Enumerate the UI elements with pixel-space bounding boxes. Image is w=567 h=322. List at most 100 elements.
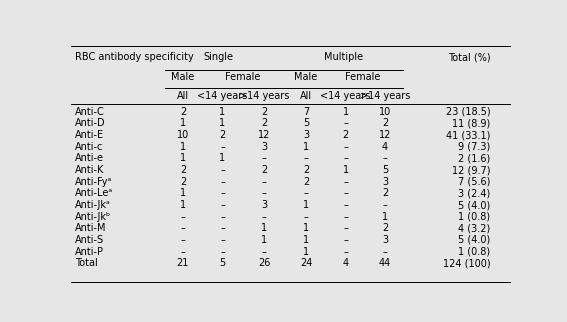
Text: 2: 2	[303, 165, 309, 175]
Text: –: –	[343, 247, 348, 257]
Text: 3: 3	[303, 130, 309, 140]
Text: –: –	[343, 200, 348, 210]
Text: 21: 21	[177, 258, 189, 268]
Text: 5 (4.0): 5 (4.0)	[458, 200, 490, 210]
Text: 2: 2	[180, 177, 186, 187]
Text: 2: 2	[261, 118, 268, 128]
Text: Female: Female	[225, 72, 260, 82]
Text: 1: 1	[303, 223, 309, 233]
Text: 3 (2.4): 3 (2.4)	[458, 188, 490, 198]
Text: –: –	[220, 142, 225, 152]
Text: 2: 2	[261, 165, 268, 175]
Text: 1: 1	[180, 200, 186, 210]
Text: 1: 1	[303, 142, 309, 152]
Text: 2: 2	[180, 107, 186, 117]
Text: 41 (33.1): 41 (33.1)	[446, 130, 490, 140]
Text: 12 (9.7): 12 (9.7)	[452, 165, 490, 175]
Text: Male: Male	[294, 72, 318, 82]
Text: 1: 1	[261, 235, 267, 245]
Text: 2: 2	[219, 130, 226, 140]
Text: –: –	[262, 177, 266, 187]
Text: 44: 44	[379, 258, 391, 268]
Text: 1: 1	[382, 212, 388, 222]
Text: –: –	[220, 212, 225, 222]
Text: 1: 1	[180, 153, 186, 163]
Text: 7: 7	[303, 107, 309, 117]
Text: 3: 3	[382, 177, 388, 187]
Text: 124 (100): 124 (100)	[443, 258, 490, 268]
Text: 1: 1	[342, 165, 349, 175]
Text: Total: Total	[75, 258, 98, 268]
Text: 10: 10	[177, 130, 189, 140]
Text: 1: 1	[219, 118, 226, 128]
Text: –: –	[343, 235, 348, 245]
Text: –: –	[383, 247, 387, 257]
Text: Total (%): Total (%)	[448, 52, 490, 62]
Text: <14 years: <14 years	[197, 91, 248, 101]
Text: –: –	[262, 153, 266, 163]
Text: 12: 12	[379, 130, 391, 140]
Text: –: –	[220, 200, 225, 210]
Text: –: –	[262, 247, 266, 257]
Text: Anti-S: Anti-S	[75, 235, 104, 245]
Text: –: –	[220, 177, 225, 187]
Text: 10: 10	[379, 107, 391, 117]
Text: –: –	[180, 212, 185, 222]
Text: 24: 24	[300, 258, 312, 268]
Text: –: –	[303, 153, 308, 163]
Text: Anti-c: Anti-c	[75, 142, 104, 152]
Text: 1: 1	[219, 153, 226, 163]
Text: Anti-M: Anti-M	[75, 223, 107, 233]
Text: –: –	[343, 118, 348, 128]
Text: 1 (0.8): 1 (0.8)	[458, 212, 490, 222]
Text: –: –	[220, 235, 225, 245]
Text: –: –	[262, 188, 266, 198]
Text: <14 years: <14 years	[320, 91, 371, 101]
Text: Single: Single	[203, 52, 233, 62]
Text: 3: 3	[382, 235, 388, 245]
Text: Anti-Jkᵇ: Anti-Jkᵇ	[75, 212, 111, 222]
Text: –: –	[262, 212, 266, 222]
Text: –: –	[383, 153, 387, 163]
Text: 1: 1	[303, 235, 309, 245]
Text: Female: Female	[345, 72, 381, 82]
Text: 5 (4.0): 5 (4.0)	[458, 235, 490, 245]
Text: Anti-Jkᵃ: Anti-Jkᵃ	[75, 200, 111, 210]
Text: 2 (1.6): 2 (1.6)	[458, 153, 490, 163]
Text: –: –	[343, 223, 348, 233]
Text: 11 (8.9): 11 (8.9)	[452, 118, 490, 128]
Text: 2: 2	[180, 165, 186, 175]
Text: 5: 5	[219, 258, 226, 268]
Text: –: –	[343, 142, 348, 152]
Text: Male: Male	[171, 72, 194, 82]
Text: 9 (7.3): 9 (7.3)	[458, 142, 490, 152]
Text: –: –	[220, 165, 225, 175]
Text: 1: 1	[180, 188, 186, 198]
Text: –: –	[383, 200, 387, 210]
Text: >14 years: >14 years	[360, 91, 411, 101]
Text: 1: 1	[303, 247, 309, 257]
Text: 1: 1	[180, 142, 186, 152]
Text: Anti-e: Anti-e	[75, 153, 104, 163]
Text: 1: 1	[261, 223, 267, 233]
Text: –: –	[343, 212, 348, 222]
Text: All: All	[177, 91, 189, 101]
Text: –: –	[220, 188, 225, 198]
Text: 1 (0.8): 1 (0.8)	[458, 247, 490, 257]
Text: 2: 2	[303, 177, 309, 187]
Text: Anti-D: Anti-D	[75, 118, 106, 128]
Text: –: –	[180, 247, 185, 257]
Text: 1: 1	[180, 118, 186, 128]
Text: –: –	[303, 188, 308, 198]
Text: 2: 2	[382, 188, 388, 198]
Text: Anti-C: Anti-C	[75, 107, 105, 117]
Text: 3: 3	[261, 142, 267, 152]
Text: 1: 1	[303, 200, 309, 210]
Text: –: –	[180, 223, 185, 233]
Text: –: –	[220, 223, 225, 233]
Text: Anti-Leᵃ: Anti-Leᵃ	[75, 188, 113, 198]
Text: Anti-Fyᵃ: Anti-Fyᵃ	[75, 177, 112, 187]
Text: 5: 5	[303, 118, 309, 128]
Text: –: –	[343, 153, 348, 163]
Text: 2: 2	[382, 223, 388, 233]
